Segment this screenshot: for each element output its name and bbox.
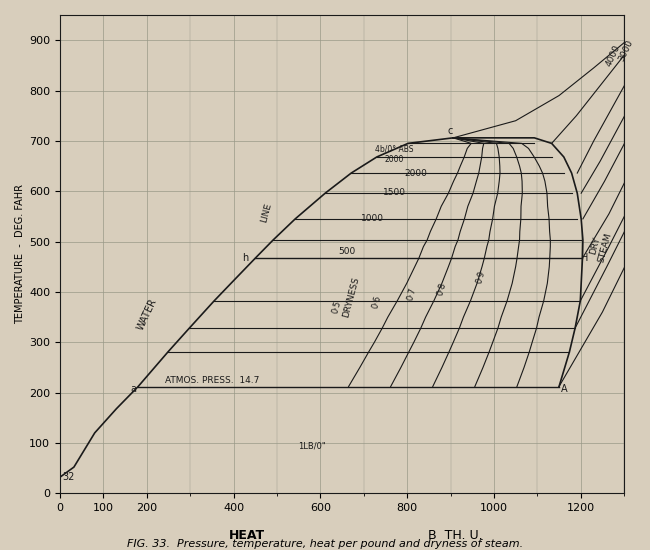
Text: a: a (130, 383, 136, 394)
Text: H: H (580, 253, 588, 263)
Text: 4b/0° ABS
2000: 4b/0° ABS 2000 (375, 145, 413, 164)
Text: 0·7: 0·7 (406, 287, 417, 302)
Text: FIG. 33.  Pressure, temperature, heat per pound and dryness of steam.: FIG. 33. Pressure, temperature, heat per… (127, 539, 523, 549)
Text: 0·9: 0·9 (475, 270, 487, 284)
Text: DRY
STEAM: DRY STEAM (587, 229, 614, 264)
Text: c: c (448, 126, 453, 136)
Text: 0·5: 0·5 (331, 300, 343, 315)
Text: ATMOS. PRESS.  14.7: ATMOS. PRESS. 14.7 (164, 376, 259, 385)
Text: 3000: 3000 (618, 38, 635, 63)
Text: 0·8: 0·8 (436, 282, 448, 297)
Text: 2000: 2000 (404, 169, 427, 178)
Text: WATER: WATER (135, 297, 159, 332)
Text: HEAT: HEAT (229, 529, 265, 542)
Text: 4000: 4000 (604, 43, 622, 68)
Text: h: h (242, 253, 249, 263)
Text: 1LB/0": 1LB/0" (298, 442, 326, 451)
Text: 0·6: 0·6 (370, 294, 383, 310)
Text: B  TH. U.: B TH. U. (428, 529, 482, 542)
Text: 1500: 1500 (383, 188, 406, 197)
Y-axis label: TEMPERATURE  -  DEG. FAHR: TEMPERATURE - DEG. FAHR (15, 184, 25, 324)
Text: 32: 32 (62, 472, 75, 482)
Text: 500: 500 (338, 247, 355, 256)
Text: 1000: 1000 (361, 214, 384, 223)
Text: DRYNESS: DRYNESS (341, 276, 361, 318)
Text: LINE: LINE (259, 201, 273, 223)
Text: A: A (561, 383, 568, 394)
